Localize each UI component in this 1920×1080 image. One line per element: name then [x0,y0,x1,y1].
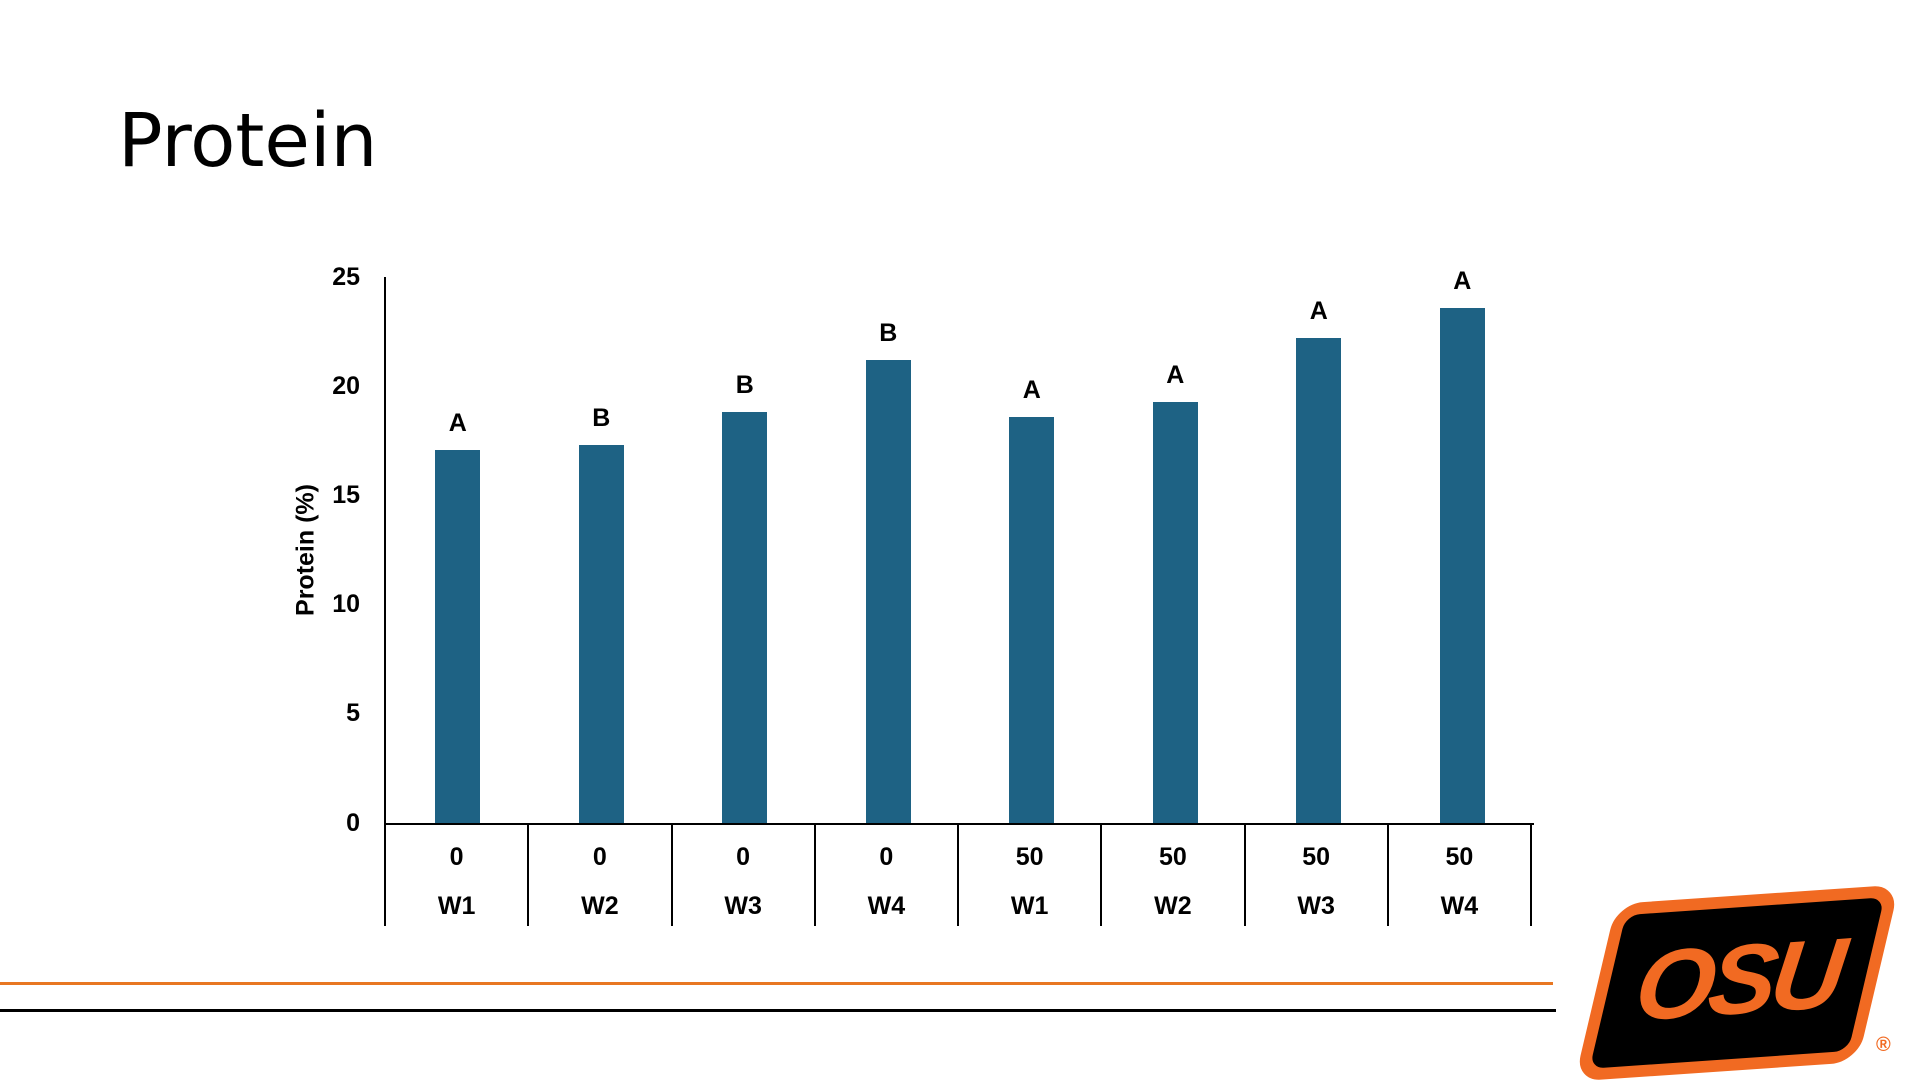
treatment-label: 50 [1445,843,1474,871]
registered-trademark-icon: ® [1876,1034,1891,1056]
week-label: W1 [1010,892,1049,920]
week-label: W4 [867,892,906,920]
significance-letter: A [448,408,467,437]
treatment-label: 50 [1302,843,1331,871]
bar [865,360,911,823]
treatment-label: 0 [879,843,894,871]
week-label: W2 [1154,892,1192,920]
y-tick-label: 5 [346,699,360,728]
bar-slot: A [960,277,1104,823]
significance-letter: A [1453,266,1472,295]
bar-slot: A [1247,277,1391,823]
bar-slot: B [530,277,674,823]
bar-slot: B [673,277,817,823]
x-axis-cell: 0 W3 [670,825,814,926]
significance-letter: A [1309,297,1328,326]
page-title: Protein [118,98,378,184]
y-tick-label: 0 [346,808,360,837]
week-label: W3 [724,892,762,920]
bar-slot: A [1391,268,1535,823]
treatment-label: 50 [1158,843,1187,871]
y-tick-label: 10 [332,590,360,619]
significance-letter: B [879,319,898,347]
x-axis-cell: 0 W2 [527,825,670,926]
x-axis-cell: 0 W1 [384,825,527,926]
bar [1296,338,1341,823]
x-axis-cell: 50 W2 [1100,825,1243,926]
y-axis-label: Protein (%) [291,484,320,616]
significance-letter: A [1022,375,1041,404]
significance-letter: B [592,404,611,433]
significance-letter: A [1166,360,1185,389]
treatment-label: 0 [449,843,464,871]
osu-logo-badge: OSU [1574,884,1900,1080]
treatment-label: 50 [1015,843,1044,871]
week-label: W4 [1440,892,1479,920]
treatment-label: 0 [736,843,751,871]
x-axis-cell: 50 W3 [1243,825,1387,926]
bar-slot: A [386,277,530,823]
footer-black-line [0,1009,1556,1012]
bar [578,445,624,823]
bar [1152,401,1198,823]
footer-orange-line [0,982,1553,985]
bar [435,449,480,823]
bar [722,412,767,823]
bar-slot: A [1104,277,1248,823]
significance-letter: B [735,371,754,400]
week-label: W3 [1297,892,1335,920]
week-label: W1 [437,892,476,920]
x-axis-cell: 50 W1 [957,825,1100,926]
osu-logo: OSU ® [1570,884,1920,1080]
bar [1009,416,1054,823]
y-tick-label: 20 [332,371,360,400]
x-axis-table: 0 W1 0 W2 0 W3 0 W4 50 W1 50 W2 50 W3 50 W4 [384,825,1532,926]
plot-area: 0 5 10 15 20 25 A B B B A A A A [332,264,1535,835]
x-axis-cell: 50 W4 [1386,825,1532,926]
x-axis-cell: 0 W4 [813,825,957,926]
osu-logo-text: OSU [1628,917,1846,1043]
treatment-label: 0 [592,843,607,871]
y-tick-label: 15 [332,480,360,509]
y-tick-label: 25 [332,262,360,291]
bar [1439,307,1485,823]
bar-slot: B [817,277,961,823]
week-label: W2 [581,892,619,920]
